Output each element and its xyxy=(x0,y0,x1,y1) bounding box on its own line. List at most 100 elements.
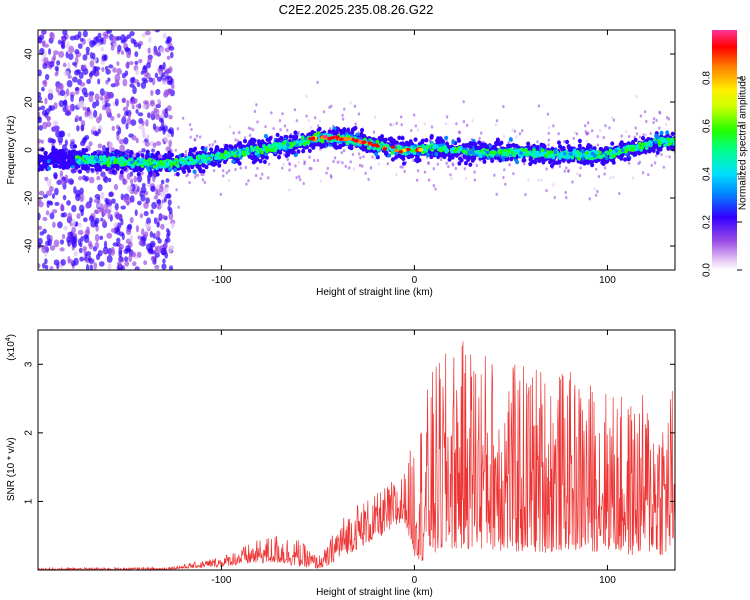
spectrogram-noise-cell xyxy=(352,167,356,171)
spectrogram-cell xyxy=(164,163,169,167)
spectrogram-noise-cell xyxy=(332,159,335,164)
spectrogram-cell xyxy=(425,144,430,149)
spectrogram-noise-cell xyxy=(125,201,130,206)
spectrogram-noise-cell xyxy=(54,71,59,77)
spectrogram-noise-cell xyxy=(513,129,517,133)
spectrogram-noise-cell xyxy=(81,64,86,71)
spectrogram-cell xyxy=(639,148,644,152)
spectrogram-noise-cell xyxy=(167,246,173,253)
spectrogram-cell xyxy=(429,134,434,139)
spectrogram-noise-cell xyxy=(152,123,157,131)
spectrogram-cell xyxy=(147,158,151,162)
spectrogram-cell xyxy=(201,159,206,163)
spectrogram-noise-cell xyxy=(116,61,120,67)
spectrogram-noise-cell xyxy=(67,255,71,264)
spectrogram-noise-cell xyxy=(129,83,135,88)
spectrogram-noise-cell xyxy=(85,46,90,53)
spectrogram-cell xyxy=(135,167,140,172)
spectrogram-noise-cell xyxy=(575,132,579,136)
spectrogram-cell xyxy=(461,149,466,154)
spectrogram-noise-cell xyxy=(202,172,205,177)
spectrogram-noise-cell xyxy=(170,222,175,229)
spectrogram-cell xyxy=(601,161,606,167)
spectrogram-noise-cell xyxy=(38,212,41,221)
spectrogram-cell xyxy=(499,140,504,146)
spectrogram-cell xyxy=(155,166,159,171)
spectrogram-cell xyxy=(609,155,613,160)
spectrogram-cell xyxy=(590,151,595,156)
spectrogram-noise-cell xyxy=(88,72,93,78)
spectrogram-noise-cell xyxy=(44,73,50,81)
spectrogram-noise-cell xyxy=(149,101,156,107)
spectrogram-noise-cell xyxy=(127,223,133,230)
spectrogram-noise-cell xyxy=(74,86,80,91)
spectrogram-noise-cell xyxy=(294,164,297,168)
spectrogram-noise-cell xyxy=(57,135,64,144)
spectrogram-noise-cell xyxy=(49,212,55,220)
spectrogram-cell xyxy=(275,132,280,138)
spectrogram-noise-cell xyxy=(89,39,95,48)
spectrogram-noise-cell xyxy=(225,171,229,175)
spectrogram-noise-cell xyxy=(634,126,637,130)
spectrogram-noise-cell xyxy=(99,88,105,96)
spectrogram-noise-cell xyxy=(553,195,556,200)
spectrogram-cell xyxy=(209,147,214,152)
spectrogram-cell xyxy=(404,140,409,146)
spectrogram-cell xyxy=(549,163,554,168)
spectrogram-noise-cell xyxy=(144,231,149,238)
spectrogram-noise-cell xyxy=(102,249,106,254)
spectrogram-noise-cell xyxy=(75,69,82,74)
spectrogram-noise-cell xyxy=(103,240,108,249)
spectrogram-cell xyxy=(468,162,473,167)
spectrogram-noise-cell xyxy=(66,79,73,88)
spectrogram-noise-cell xyxy=(89,264,94,270)
spectrogram-noise-cell xyxy=(609,176,612,180)
spectrogram-noise-cell xyxy=(157,154,164,159)
spectrogram-noise-cell xyxy=(86,78,91,85)
spectrogram-noise-cell xyxy=(625,129,628,133)
spectrogram-noise-cell xyxy=(166,89,173,95)
spectrogram-noise-cell xyxy=(141,32,146,38)
spectrogram-noise-cell xyxy=(38,106,42,111)
spectrogram-noise-cell xyxy=(641,171,645,175)
spectrogram-noise-cell xyxy=(208,143,211,147)
spectrogram-noise-cell xyxy=(236,139,240,143)
spectrogram-cell xyxy=(515,159,520,165)
spectrogram-cell xyxy=(40,156,45,162)
spectrogram-noise-cell xyxy=(140,186,147,194)
spectrogram-noise-cell xyxy=(46,178,52,187)
spectrogram-noise-cell xyxy=(68,53,74,60)
spectrogram-cell xyxy=(53,148,58,153)
spectrogram-noise-cell xyxy=(129,31,135,37)
spectrogram-noise-cell xyxy=(507,140,510,145)
spectrogram-noise-cell xyxy=(650,163,653,167)
spectrogram-noise-cell xyxy=(253,109,257,114)
spectrogram-noise-cell xyxy=(49,105,55,111)
spectrogram-cell xyxy=(62,165,67,170)
spectrogram-marks xyxy=(38,30,675,270)
spectrogram-noise-cell xyxy=(372,130,376,134)
spectrogram-noise-cell xyxy=(38,111,41,117)
spectrogram-noise-cell xyxy=(124,111,130,116)
spectrogram-noise-cell xyxy=(147,248,151,253)
spectrogram-cell xyxy=(660,137,665,142)
spectrogram-cell xyxy=(561,145,566,151)
spectrogram-noise-cell xyxy=(54,65,59,72)
spectrogram-cell xyxy=(60,148,65,154)
spectrogram-noise-cell xyxy=(124,261,130,267)
spectrogram-noise-cell xyxy=(495,192,498,196)
spectrogram-noise-cell xyxy=(132,97,138,104)
spectrogram-noise-cell xyxy=(66,236,71,243)
spectrogram-cell xyxy=(207,160,211,164)
spectrogram-noise-cell xyxy=(493,173,496,177)
spectrogram-noise-cell xyxy=(110,83,116,88)
spectrogram-noise-cell xyxy=(129,195,135,203)
spectrogram-cell xyxy=(145,149,150,155)
spectrogram-noise-cell xyxy=(298,178,302,182)
spectrogram-noise-cell xyxy=(72,242,77,248)
spectrogram-noise-cell xyxy=(96,175,101,181)
spectrogram-noise-cell xyxy=(138,124,144,130)
spectrogram-noise-cell xyxy=(141,120,145,127)
spectrogram-noise-cell xyxy=(340,151,344,155)
spectrogram-cell xyxy=(505,151,509,155)
